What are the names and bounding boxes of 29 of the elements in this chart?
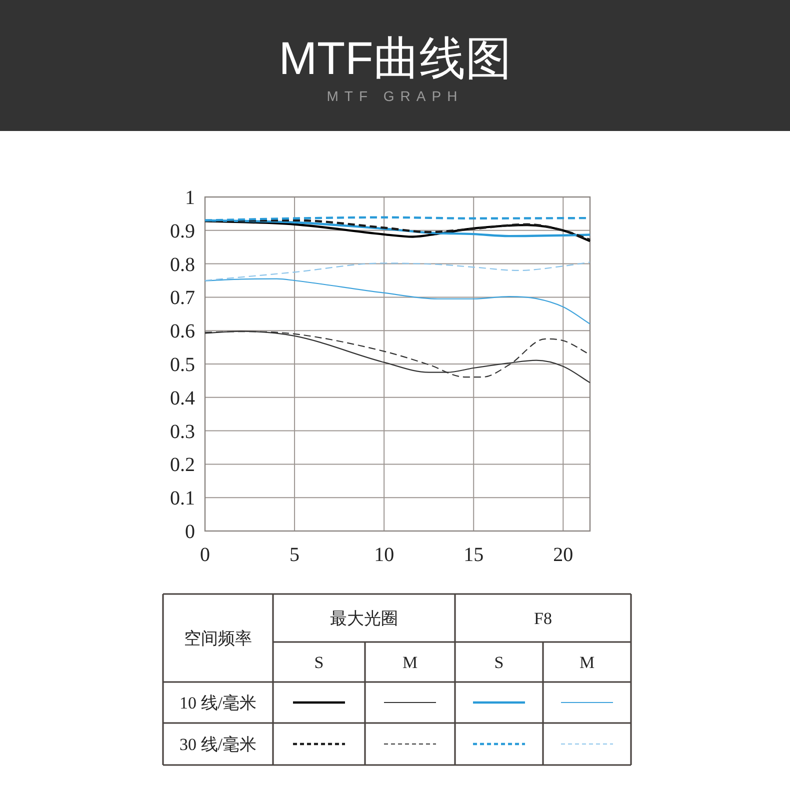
y-tick-label: 0.5 xyxy=(170,354,195,376)
x-tick-label: 15 xyxy=(464,544,484,566)
text: F8 xyxy=(534,609,552,628)
text: S xyxy=(314,653,324,672)
y-tick-label: 0.1 xyxy=(170,488,195,510)
text: S xyxy=(494,653,504,672)
text: 10 线/毫米 xyxy=(180,694,256,712)
line-series xyxy=(204,262,591,282)
y-tick-label: 0.9 xyxy=(170,220,195,242)
chart-subtitle: MTF GRAPH xyxy=(326,88,464,104)
text: 空间频率 xyxy=(184,629,252,648)
y-tick-label: 0.3 xyxy=(170,420,195,443)
y-tick-label: 0.6 xyxy=(170,320,195,343)
text: M xyxy=(579,653,595,672)
y-tick-label: 0.7 xyxy=(170,287,195,310)
text: 30 线/毫米 xyxy=(180,735,256,754)
y-tick-label: 0.2 xyxy=(170,454,195,476)
x-tick-label: 0 xyxy=(200,544,210,566)
chart-title: MTF曲线图 xyxy=(278,32,512,84)
line-series xyxy=(204,278,591,324)
y-tick-label: 0.4 xyxy=(170,387,195,410)
text: 最大光圈 xyxy=(330,609,398,628)
text: M xyxy=(402,653,418,672)
x-tick-label: 20 xyxy=(553,544,574,566)
y-tick-label: 0 xyxy=(185,521,195,543)
x-tick-label: 5 xyxy=(290,544,300,566)
y-tick-label: 1 xyxy=(185,187,195,209)
x-tick-label: 10 xyxy=(374,544,394,566)
y-tick-label: 0.8 xyxy=(170,254,195,276)
